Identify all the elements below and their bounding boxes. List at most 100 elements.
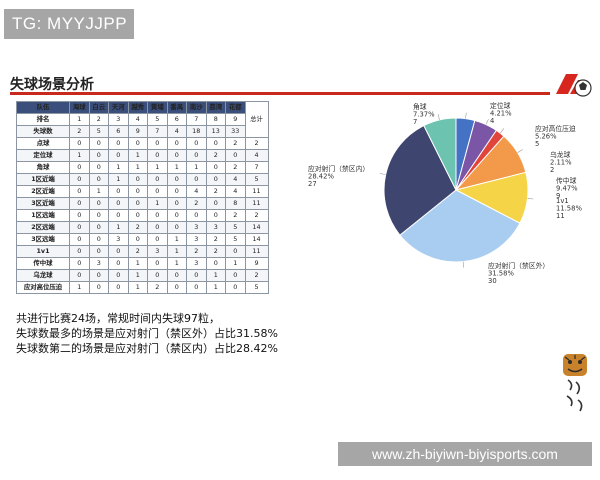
table-total-cell: 2 bbox=[244, 269, 269, 282]
table-row-label: 应对高位压迫 bbox=[16, 281, 70, 294]
table-cell: 1 bbox=[205, 269, 226, 282]
pie-label-name: 应对射门（禁区外） bbox=[488, 261, 549, 270]
table-cell: 0 bbox=[225, 269, 246, 282]
table-row-label: 2区远端 bbox=[16, 221, 70, 234]
tiger-stamp-icon bbox=[563, 354, 587, 412]
pie-label-percent: 7.37% bbox=[413, 111, 435, 119]
pie-label-value: 27 bbox=[308, 180, 317, 188]
pie-label-name: 1v1 bbox=[556, 197, 569, 205]
pie-leader-line bbox=[379, 173, 386, 175]
pie-leader-line bbox=[499, 128, 505, 134]
table-cell: 2 bbox=[205, 149, 226, 162]
table-total-cell: 5 bbox=[244, 173, 269, 186]
pie-label-name: 应对高位压迫 bbox=[535, 124, 576, 133]
pie-label-value: 5 bbox=[535, 140, 539, 148]
watermark-bottom-label: www.zh-biyiwn-biyisports.com bbox=[338, 442, 592, 466]
table-cell: 0 bbox=[186, 149, 207, 162]
pie-leader-line bbox=[485, 118, 489, 125]
table-header-team: 荔湾 bbox=[205, 101, 226, 114]
pie-label-value: 4 bbox=[490, 117, 494, 125]
table-cell: 1 bbox=[127, 149, 148, 162]
pie-label-value: 2 bbox=[550, 166, 554, 174]
table-cell: 0 bbox=[88, 149, 109, 162]
table-cell: 0 bbox=[108, 281, 129, 294]
pie-label-value: 30 bbox=[488, 277, 497, 285]
pie-label-name: 定位球 bbox=[490, 101, 511, 110]
table-total-cell: 14 bbox=[244, 221, 269, 234]
table-total-cell: 5 bbox=[244, 281, 269, 294]
table-row-label: 1区近端 bbox=[16, 173, 70, 186]
pie-label-percent: 11.58% bbox=[556, 205, 582, 213]
table-cell: 0 bbox=[166, 221, 187, 234]
pie-leader-line bbox=[465, 112, 467, 119]
table-cell: 0 bbox=[69, 245, 90, 258]
soccer-logo-icon bbox=[556, 74, 592, 97]
table-cell: 0 bbox=[225, 149, 246, 162]
pie-label-percent: 28.42% bbox=[308, 173, 334, 181]
table-cell: 0 bbox=[108, 197, 129, 210]
title-underline bbox=[10, 92, 550, 95]
pie-label-name: 传中球 bbox=[556, 176, 577, 185]
table-cell: 0 bbox=[186, 173, 207, 186]
table-cell: 1 bbox=[108, 173, 129, 186]
pie-label-percent: 9.47% bbox=[556, 185, 578, 193]
table-row: 失球数 2 5 6 9 7 4 18 13 33 bbox=[16, 125, 269, 138]
table-cell: 0 bbox=[147, 221, 168, 234]
summary-line-3: 失球数第二的场景是应对射门（禁区内）占比28.42% bbox=[16, 342, 278, 355]
table-row-label: 失球数 bbox=[16, 125, 70, 138]
pie-label-percent: 31.58% bbox=[488, 270, 514, 278]
table-cell: 1 bbox=[205, 281, 226, 294]
table-cell: 2 bbox=[127, 245, 148, 258]
pie-slice bbox=[383, 124, 457, 236]
goals-conceded-table: 队伍 海球 白云 天河 越秀 黄埔 番禺 南沙 荔湾 花都 总计 排名 1 2 3 4 5 6 7 8 9 失球数 2 5 6 9… bbox=[16, 101, 269, 294]
table-total-cell: 11 bbox=[244, 197, 269, 210]
table-header-corner: 队伍 bbox=[16, 101, 70, 114]
table-row: 乌龙球 0 0 0 1 0 0 0 1 0 2 bbox=[16, 269, 269, 282]
table-cell: 0 bbox=[69, 173, 90, 186]
table-total-cell: 9 bbox=[244, 257, 269, 270]
summary-line-1: 共进行比赛24场，常规时间内失球97粒， bbox=[16, 312, 220, 325]
pie-leader-line bbox=[517, 149, 523, 153]
table-row: 1区近端 0 0 1 0 0 0 0 0 4 5 bbox=[16, 173, 269, 186]
pie-label-value: 7 bbox=[413, 118, 417, 126]
table-cell: 5 bbox=[88, 125, 109, 138]
pie-leader-line bbox=[437, 114, 440, 120]
section-title: 失球场景分析 bbox=[10, 77, 94, 93]
pie-label-value: 9 bbox=[556, 192, 560, 200]
table-cell: 0 bbox=[88, 221, 109, 234]
pie-slice bbox=[399, 189, 521, 263]
pie-label-percent: 4.21% bbox=[490, 110, 512, 118]
pie-label-name: 乌龙球 bbox=[550, 150, 571, 159]
pie-leader-line bbox=[462, 261, 465, 268]
table-header-team: 白云 bbox=[88, 101, 109, 114]
table-cell: 8 bbox=[225, 197, 246, 210]
pie-label-name: 应对射门（禁区内） bbox=[308, 164, 369, 173]
table-row: 2区远端 0 0 1 2 0 0 3 3 5 14 bbox=[16, 221, 269, 234]
table-total-cell: 14 bbox=[244, 233, 269, 246]
table-cell: 0 bbox=[108, 245, 129, 258]
table-row: 应对高位压迫 1 0 0 1 2 0 0 1 0 5 bbox=[16, 281, 269, 294]
pie-label-percent: 5.26% bbox=[535, 133, 557, 141]
pie-label-percent: 2.11% bbox=[550, 159, 572, 167]
table-cell: 1 bbox=[127, 269, 148, 282]
table-cell: 2 bbox=[186, 245, 207, 258]
table-cell: 1 bbox=[166, 245, 187, 258]
watermark-top-label: TG: MYYJJPP bbox=[4, 9, 134, 39]
table-header-team: 越秀 bbox=[127, 101, 148, 114]
summary-text: 共进行比赛24场，常规时间内失球97粒， 失球数最多的场景是应对射门（禁区外）占… bbox=[16, 311, 278, 356]
pie-label-value: 11 bbox=[556, 212, 565, 220]
table-header-team: 海球 bbox=[69, 101, 90, 114]
table-row: 排名 1 2 3 4 5 6 7 8 9 bbox=[16, 113, 269, 126]
table-row: 3区远端 0 0 3 0 0 1 3 2 5 14 bbox=[16, 233, 269, 246]
table-row-label: 1v1 bbox=[16, 245, 70, 258]
table-row: 传中球 0 3 0 1 0 1 3 0 1 9 bbox=[16, 257, 269, 270]
table-row-label: 3区近端 bbox=[16, 197, 70, 210]
pie-label-name: 角球 bbox=[413, 102, 427, 111]
table-cell: 5 bbox=[225, 221, 246, 234]
summary-line-2: 失球数最多的场景是应对射门（禁区外）占比31.58% bbox=[16, 327, 278, 340]
table-total-cell: 11 bbox=[244, 245, 269, 258]
table-row: 点球 0 0 0 0 0 0 0 0 2 2 bbox=[16, 137, 269, 150]
pie-leader-line bbox=[527, 198, 534, 200]
table-row: 1v1 0 0 0 2 3 1 2 2 0 11 bbox=[16, 245, 269, 258]
